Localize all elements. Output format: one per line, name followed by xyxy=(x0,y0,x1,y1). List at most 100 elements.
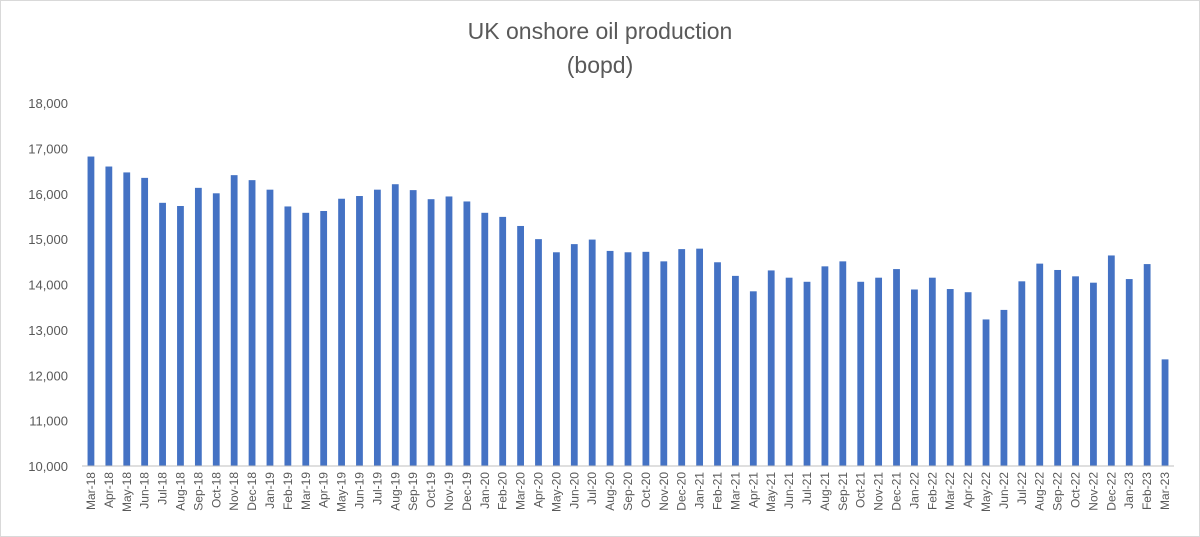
x-tick-label: Mar-19 xyxy=(299,472,313,510)
bar xyxy=(732,275,739,466)
bar xyxy=(767,270,775,466)
x-tick-label: Jul-18 xyxy=(156,472,170,505)
x-tick-label: Jan-23 xyxy=(1122,472,1136,509)
bar xyxy=(785,277,793,466)
x-tick-label: Jun-21 xyxy=(782,472,796,509)
bar-series xyxy=(87,156,1169,467)
bar xyxy=(177,206,184,466)
bar xyxy=(1036,263,1044,466)
x-tick-label: Mar-20 xyxy=(514,472,528,510)
bar xyxy=(660,261,668,466)
bar xyxy=(1143,264,1151,466)
bar xyxy=(499,216,507,466)
x-tick-label: Apr-19 xyxy=(317,472,331,508)
x-tick-label: Feb-20 xyxy=(496,472,510,510)
x-tick-label: Apr-22 xyxy=(961,472,975,508)
bar xyxy=(893,269,900,466)
x-tick-label: Sep-19 xyxy=(406,472,420,511)
bar xyxy=(875,277,883,466)
bar xyxy=(946,289,954,466)
x-tick-label: Mar-21 xyxy=(728,472,742,510)
bar xyxy=(409,190,417,466)
x-tick-label: Oct-22 xyxy=(1069,472,1083,508)
x-tick-label: Sep-20 xyxy=(621,472,635,511)
bar xyxy=(803,281,811,466)
x-tick-label: Dec-19 xyxy=(460,472,474,511)
x-tick-label: Oct-21 xyxy=(854,472,868,508)
bar xyxy=(87,156,95,467)
x-tick-label: Aug-22 xyxy=(1033,472,1047,511)
bar xyxy=(588,239,596,466)
bar xyxy=(982,319,990,466)
bar xyxy=(320,210,328,466)
bar xyxy=(696,248,704,466)
x-tick-label: Aug-18 xyxy=(173,472,187,511)
x-tick-label: May-21 xyxy=(764,472,778,512)
x-tick-label: Jan-22 xyxy=(907,472,921,509)
bar xyxy=(481,212,489,466)
bar xyxy=(839,261,847,466)
bar xyxy=(517,225,524,466)
bar xyxy=(1090,282,1097,466)
bar xyxy=(1107,255,1115,466)
y-tick-label: 11,000 xyxy=(29,414,68,429)
bar xyxy=(928,277,936,466)
y-tick-label: 10,000 xyxy=(28,459,68,474)
x-tick-label: May-20 xyxy=(549,472,563,512)
y-tick-label: 13,000 xyxy=(28,323,68,338)
bar xyxy=(212,193,220,467)
x-tick-label: Jan-21 xyxy=(693,472,707,509)
chart-title: UK onshore oil production xyxy=(467,18,733,44)
y-tick-label: 14,000 xyxy=(28,278,68,293)
x-tick-label: Jan-19 xyxy=(263,472,277,509)
bar xyxy=(463,201,471,466)
bar xyxy=(248,180,256,466)
bar xyxy=(678,249,686,466)
x-tick-label: Mar-23 xyxy=(1158,472,1172,510)
chart-subtitle: (bopd) xyxy=(566,52,634,78)
x-tick-label: Jul-19 xyxy=(370,472,384,505)
x-tick-label: Jun-20 xyxy=(567,472,581,509)
bar xyxy=(857,281,865,466)
bar xyxy=(427,199,435,466)
x-tick-label: Aug-20 xyxy=(603,472,617,511)
bar xyxy=(159,202,166,466)
x-tick-label: Jul-22 xyxy=(1015,472,1029,505)
x-tick-label: Dec-20 xyxy=(675,472,689,511)
x-axis: Mar-18 Apr-18 May-18 Jun-18 Jul-18 Aug-18 Sep-… xyxy=(82,465,1174,512)
x-tick-label: Sep-21 xyxy=(836,472,850,511)
x-tick-label: Jul-21 xyxy=(800,472,814,505)
x-tick-label: Sep-18 xyxy=(191,472,205,511)
bar xyxy=(356,196,363,466)
x-tick-label: Dec-18 xyxy=(245,472,259,511)
x-tick-label: Apr-20 xyxy=(531,472,545,508)
bar xyxy=(230,175,238,466)
x-tick-label: Sep-22 xyxy=(1051,472,1065,511)
x-tick-label: May-22 xyxy=(979,472,993,512)
y-tick-label: 15,000 xyxy=(28,232,68,247)
y-tick-label: 18,000 xyxy=(28,96,68,111)
bar xyxy=(911,289,918,466)
bar xyxy=(141,177,149,466)
x-tick-label: Oct-19 xyxy=(424,472,438,508)
x-tick-label: Dec-22 xyxy=(1104,472,1118,511)
bar xyxy=(302,212,310,466)
bar xyxy=(284,206,292,466)
y-tick-label: 12,000 xyxy=(28,368,68,383)
bar xyxy=(606,250,614,466)
x-tick-label: Nov-21 xyxy=(872,472,886,511)
x-tick-label: Jul-20 xyxy=(585,472,599,505)
bar xyxy=(391,184,399,466)
bar xyxy=(1018,281,1026,466)
x-tick-label: May-19 xyxy=(335,472,349,512)
x-tick-label: Jan-20 xyxy=(478,472,492,509)
bar xyxy=(964,292,972,466)
x-tick-label: Apr-21 xyxy=(746,472,760,508)
x-tick-label: Nov-20 xyxy=(657,472,671,511)
x-tick-label: Dec-21 xyxy=(890,472,904,511)
x-tick-label: Apr-18 xyxy=(102,472,116,508)
bar xyxy=(1054,269,1062,466)
bar xyxy=(373,189,381,467)
bar xyxy=(445,196,453,466)
